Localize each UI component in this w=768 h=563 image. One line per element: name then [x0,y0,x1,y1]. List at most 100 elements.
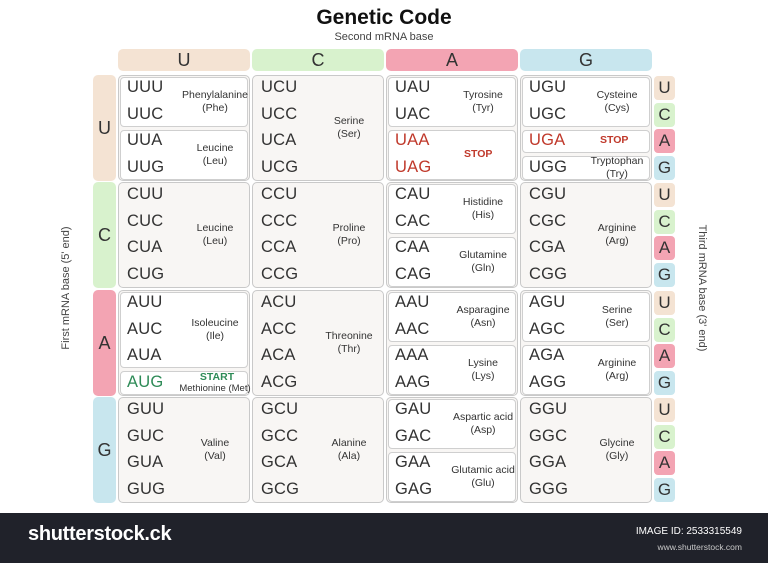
amino-acid-name: Threonine [325,330,373,342]
image-id: IMAGE ID: 2533315549 [635,526,742,537]
amino-acid-abbr: (Asp) [470,423,496,436]
amino-acid-group [388,76,516,127]
amino-acid-group [388,451,516,502]
codon-cag: CAG [395,264,432,283]
codon-guu: GUU [127,400,165,418]
amino-acid-name: Glycine [599,437,635,449]
codon-cug: CUG [127,264,165,283]
first-base-header-g: G [93,397,116,503]
codon-cca: CCA [261,238,297,256]
codon-aug: AUG [127,372,164,391]
codon-cgu: CGU [529,185,567,203]
codon-acu: ACU [261,293,297,311]
third-base-c: C [654,424,675,449]
amino-acid-abbr: (Ser) [605,316,629,329]
amino-acid-name: Isoleucine [191,316,239,329]
codon-cuu: CUU [127,185,164,203]
third-base-axis-label: Third mRNA base (3' end) [696,224,708,352]
codon-cell [252,182,384,288]
codon-cell [252,290,384,396]
codon-ggu: GGU [529,400,568,418]
codon-guc: GUC [127,426,165,445]
third-base-g: G [654,262,675,287]
codon-gau: GAU [395,400,432,418]
start-label: START [199,370,235,383]
amino-acid-group [522,129,650,153]
amino-acid-name: Phenylalanine [182,88,248,101]
first-base-header-c: C [93,182,116,288]
codon-aga: AGA [529,346,565,364]
codon-uac: UAC [395,104,431,123]
codon-agu: AGU [529,293,566,311]
codon-aac: AAC [395,319,430,338]
codon-agc: AGC [529,319,566,338]
codon-uaa: UAA [395,131,430,149]
codon-ucg: UCG [261,157,299,176]
amino-acid-name: Histidine [462,195,504,208]
amino-acid-group [522,344,650,395]
codon-gua: GUA [127,453,164,471]
codon-cell [252,75,384,181]
first-base-header-u: U [93,75,116,181]
amino-acid-abbr: (Leu) [202,154,228,167]
third-base-a: A [654,236,675,260]
third-base-a: A [654,451,675,475]
amino-acid-name: Asparagine [456,303,510,316]
codon-uug: UUG [127,157,165,176]
amino-acid-group [120,291,248,368]
amino-acid-name: Glutamine [459,248,507,261]
amino-acid-abbr: (Ile) [205,329,225,342]
amino-acid-abbr: (Ala) [337,450,361,462]
amino-acid-name: Arginine [597,356,637,369]
codon-ugc: UGC [529,104,567,123]
codon-ggg: GGG [529,479,569,498]
amino-acid-name: Methionine (Met) [179,382,251,394]
amino-acid-group [388,236,516,287]
codon-uau: UAU [395,78,431,96]
amino-acid-abbr: (Try) [606,167,628,180]
third-base-c: C [654,317,675,342]
amino-acid-name: Tyrosine [463,88,503,101]
amino-acid-group [388,398,516,449]
amino-acid-group [388,129,516,180]
amino-acid-group [388,291,516,342]
amino-acid-name: Leucine [196,222,234,234]
codon-uag: UAG [395,157,432,176]
codon-cgg: CGG [529,264,568,283]
codon-gaa: GAA [395,453,431,471]
amino-acid-abbr: (Val) [204,450,226,462]
third-base-g: G [654,155,675,180]
amino-acid-name: Glutamic acid [451,463,515,476]
codon-agg: AGG [529,372,567,391]
codon-gcc: GCC [261,426,299,445]
third-base-a: A [654,129,675,153]
amino-acid-name: Serine [333,115,365,127]
codon-caa: CAA [395,238,430,256]
amino-acid-group [120,371,248,395]
codon-ucc: UCC [261,104,298,123]
codon-ugg: UGG [529,157,568,176]
second-base-header-c: C [252,49,384,71]
codon-uga: UGA [529,131,566,149]
codon-uuc: UUC [127,104,164,123]
codon-gug: GUG [127,479,166,498]
codon-aaa: AAA [395,346,429,364]
amino-acid-name: Arginine [597,222,637,234]
stop-label: STOP [600,134,629,147]
amino-acid-abbr: (Glu) [471,476,495,489]
amino-acid-name: Valine [200,437,230,449]
third-base-c: C [654,209,675,234]
codon-cell [520,182,652,288]
site-url: www.shutterstock.com [657,542,742,552]
codon-ccc: CCC [261,211,298,230]
second-base-header-g: G [520,49,652,71]
codon-ugu: UGU [529,78,567,96]
codon-aca: ACA [261,346,296,364]
amino-acid-group [388,183,516,234]
amino-acid-group [522,291,650,342]
amino-acid-group [120,76,248,127]
third-base-c: C [654,102,675,127]
amino-acid-name: Serine [601,303,633,316]
codon-aua: AUA [127,346,162,364]
amino-acid-abbr: (Ser) [337,128,361,140]
